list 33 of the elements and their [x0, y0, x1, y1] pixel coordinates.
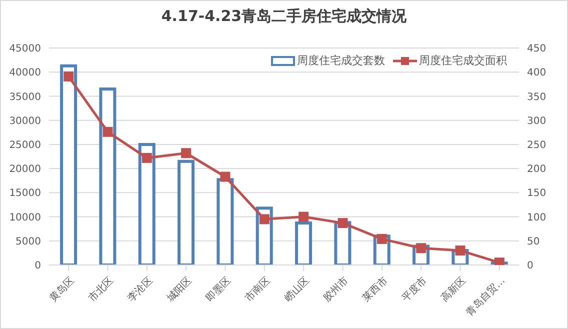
x-tick-label: 黄岛区 — [46, 274, 77, 304]
y2-tick-label: 350 — [527, 92, 546, 103]
x-tick-label: 市南区 — [242, 274, 272, 304]
y-tick-label: 5000 — [16, 236, 41, 248]
chart-title: 4.17-4.23青岛二手房住宅成交情况 — [160, 7, 408, 27]
y2-tick-label: 250 — [527, 140, 546, 151]
legend-label: 周度住宅成交套数 — [296, 53, 385, 68]
y2-tick-label: 400 — [527, 68, 546, 79]
x-tick-label: 即墨区 — [204, 275, 234, 304]
x-tick-label: 市北区 — [86, 274, 116, 304]
y2-tick-label: 300 — [527, 116, 546, 127]
x-tick-label: 胶州市 — [321, 274, 351, 304]
y2-tick-label: 100 — [527, 212, 546, 224]
x-tick-label: 崂山区 — [282, 274, 312, 304]
y-tick-label: 20000 — [9, 164, 41, 176]
x-tick-label: 城阳区 — [164, 274, 194, 305]
y-tick-label: 30000 — [9, 116, 41, 127]
y2-tick-label: 200 — [527, 164, 546, 176]
y-tick-label: 25000 — [9, 140, 41, 151]
y2-tick-label: 150 — [527, 188, 546, 200]
y-tick-label: 10000 — [9, 212, 41, 224]
y-tick-label: 35000 — [9, 92, 41, 103]
y-tick-label: 15000 — [9, 188, 41, 200]
y-tick-label: 40000 — [9, 68, 41, 79]
y-tick-label: 45000 — [9, 44, 41, 55]
x-tick-label: 平度市 — [399, 274, 430, 304]
x-tick-label: 莱西市 — [360, 274, 390, 304]
y2-tick-label: 50 — [527, 236, 540, 248]
y2-tick-label: 450 — [527, 44, 546, 55]
y2-tick-label: 0 — [527, 260, 534, 272]
legend-label: 周度住宅成交面积 — [418, 53, 507, 68]
x-tick-label: 李沧区 — [125, 274, 155, 304]
y-tick-label: 0 — [34, 260, 41, 272]
